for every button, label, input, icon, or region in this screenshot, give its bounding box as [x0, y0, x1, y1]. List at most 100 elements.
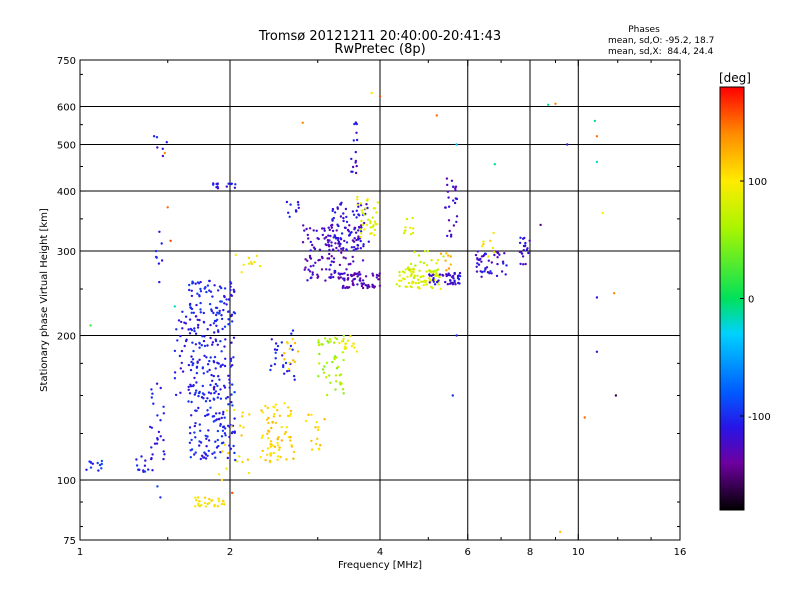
- echo-point: [413, 250, 416, 254]
- phase-stats-o: mean, sd,O: -95.2, 18.7: [608, 36, 714, 46]
- echo-point: [318, 352, 321, 356]
- echo-point: [159, 435, 162, 438]
- echo-point: [334, 388, 337, 391]
- echo-point: [198, 500, 201, 503]
- echo-point: [357, 213, 360, 216]
- echo-point: [520, 252, 524, 255]
- echo-point: [212, 361, 216, 364]
- echo-point: [194, 436, 197, 439]
- echo-point: [331, 207, 335, 211]
- echo-point: [414, 282, 418, 285]
- echo-point: [206, 363, 210, 366]
- echo-point: [595, 350, 599, 353]
- echo-point: [518, 241, 522, 245]
- echo-point: [449, 255, 452, 258]
- echo-point: [450, 233, 453, 236]
- echo-point: [334, 242, 337, 245]
- echo-point: [373, 233, 376, 237]
- echo-point: [364, 207, 367, 210]
- echo-point: [216, 384, 219, 388]
- echo-point: [163, 453, 166, 456]
- echo-point: [241, 460, 244, 464]
- echo-point: [204, 400, 208, 403]
- echo-point: [205, 290, 208, 294]
- echo-point: [240, 434, 243, 437]
- echo-point: [234, 183, 237, 186]
- echo-point: [452, 199, 455, 202]
- echo-point: [214, 338, 217, 341]
- echo-point: [373, 285, 376, 288]
- echo-point: [426, 250, 430, 253]
- y-tick-label: 400: [57, 187, 76, 198]
- echo-point: [454, 185, 458, 188]
- echo-point: [161, 147, 164, 150]
- echo-point: [312, 264, 315, 267]
- echo-point: [204, 452, 207, 456]
- echo-point: [213, 355, 217, 359]
- echo-point: [194, 343, 198, 346]
- x-tick-label: 10: [572, 547, 585, 558]
- echo-point: [319, 444, 322, 447]
- echo-point: [184, 315, 188, 318]
- echo-point: [270, 338, 273, 341]
- echo-point: [376, 201, 379, 204]
- echo-point: [180, 349, 184, 353]
- echo-point: [361, 286, 365, 290]
- echo-point: [276, 444, 280, 447]
- echo-point: [210, 373, 213, 377]
- echo-point: [276, 441, 279, 445]
- echo-point: [274, 357, 277, 360]
- echo-point: [226, 456, 229, 460]
- echo-point: [283, 432, 286, 436]
- echo-point: [296, 350, 300, 353]
- echo-point: [304, 258, 307, 261]
- echo-point: [352, 260, 355, 263]
- echo-point: [482, 240, 485, 243]
- echo-point: [417, 278, 420, 281]
- echo-point: [218, 285, 222, 288]
- echo-point: [404, 268, 407, 271]
- echo-point: [356, 195, 359, 199]
- echo-point: [312, 246, 316, 249]
- echo-point: [274, 342, 278, 345]
- echo-point: [339, 276, 342, 279]
- echo-point: [229, 359, 233, 363]
- echo-point: [457, 278, 461, 281]
- echo-point: [326, 257, 329, 260]
- echo-point: [351, 282, 355, 285]
- echo-point: [475, 265, 478, 268]
- echo-point: [242, 263, 245, 266]
- echo-point: [288, 215, 291, 218]
- echo-point: [150, 426, 154, 429]
- echo-point: [255, 254, 259, 258]
- echo-point: [481, 245, 484, 248]
- echo-point: [150, 446, 153, 449]
- echo-point: [492, 251, 496, 254]
- echo-point: [216, 438, 219, 442]
- echo-point: [227, 451, 230, 455]
- echo-point: [89, 461, 93, 464]
- echo-point: [527, 251, 530, 255]
- echo-point: [411, 231, 415, 235]
- echo-point: [212, 420, 215, 423]
- echo-point: [197, 282, 201, 285]
- echo-point: [100, 459, 104, 463]
- echo-point: [405, 217, 409, 221]
- echo-point: [409, 262, 413, 266]
- echo-point: [89, 466, 93, 469]
- echo-point: [325, 268, 328, 271]
- echo-point: [188, 303, 192, 307]
- echo-point: [199, 457, 202, 461]
- echo-point: [276, 458, 279, 461]
- echo-point: [193, 329, 196, 333]
- echo-point: [219, 388, 222, 391]
- echo-point: [371, 283, 374, 286]
- echo-point: [343, 272, 346, 275]
- echo-point: [323, 227, 326, 230]
- echo-point: [151, 453, 154, 456]
- echo-point: [225, 467, 228, 470]
- echo-point: [100, 467, 103, 470]
- echo-point: [349, 262, 352, 266]
- echo-point: [445, 252, 448, 255]
- x-tick-label: 2: [227, 547, 233, 558]
